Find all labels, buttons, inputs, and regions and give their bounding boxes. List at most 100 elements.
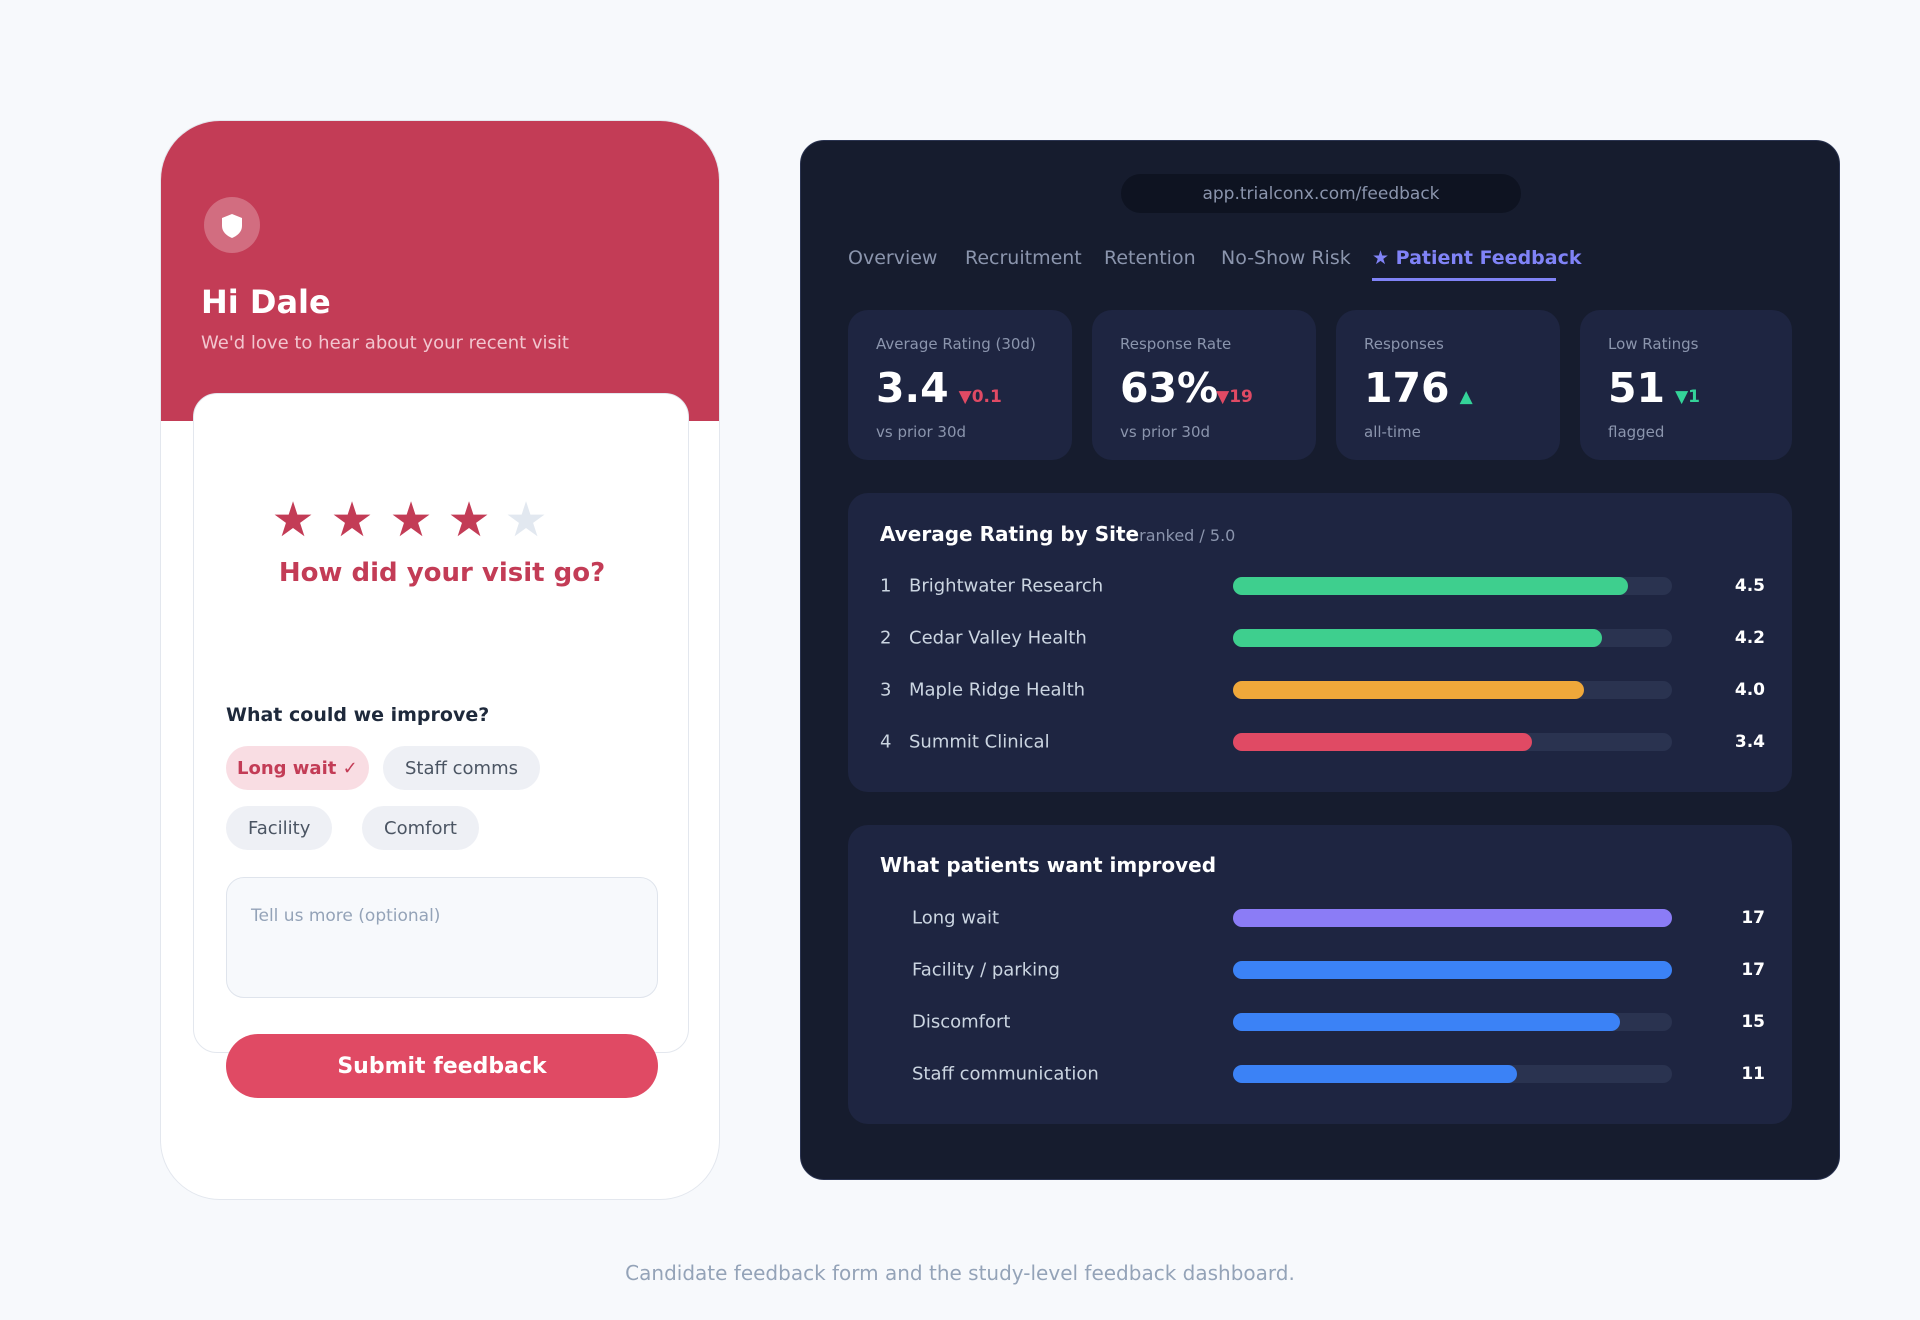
row-name: Long wait xyxy=(912,907,1000,929)
bar-track xyxy=(1233,629,1672,647)
row-name: Discomfort xyxy=(912,1011,1011,1033)
row-name: Maple Ridge Health xyxy=(909,679,1086,701)
bar xyxy=(1233,961,1672,979)
tab[interactable]: Overview xyxy=(848,247,938,269)
bar xyxy=(1233,629,1602,647)
bar xyxy=(1233,909,1672,927)
shield xyxy=(222,214,242,238)
bar-track xyxy=(1233,961,1672,979)
submit-button[interactable]: Submit feedback xyxy=(226,1034,658,1098)
chip[interactable]: Staff comms xyxy=(383,746,540,790)
rank: 4 xyxy=(880,731,892,753)
kpi-value: 3.4 xyxy=(876,364,949,412)
kpi-note: flagged xyxy=(1608,423,1665,441)
kpi-delta: ▼0.1 xyxy=(958,387,1002,407)
bar xyxy=(1233,1013,1621,1031)
kpi-delta: ▲ xyxy=(1459,387,1473,407)
kpi-row: 51 ▼1 xyxy=(1608,364,1700,412)
bar-track xyxy=(1233,733,1672,751)
kpi-note: all-time xyxy=(1364,423,1421,441)
dashboard: app.trialconx.com/feedback Average Ratin… xyxy=(800,140,1840,1180)
site-card: Average Rating by Site ranked / 5.0 1 Brigh… xyxy=(848,493,1792,792)
row-value: 3.4 xyxy=(1734,732,1765,752)
tab[interactable]: Recruitment xyxy=(965,247,1082,269)
chip[interactable]: Comfort xyxy=(362,806,479,850)
bar-track xyxy=(1233,681,1672,699)
kpi-value: 63% xyxy=(1120,364,1219,412)
improve-title: What could we improve? xyxy=(226,704,490,726)
url-bar: app.trialconx.com/feedback xyxy=(1121,174,1521,213)
star[interactable]: ★ xyxy=(389,494,432,548)
bar-track xyxy=(1233,909,1672,927)
star[interactable]: ★ xyxy=(504,494,547,548)
row-name: Facility / parking xyxy=(912,959,1060,981)
bar-track xyxy=(1233,1013,1672,1031)
kpi-row: 63% ▼19 xyxy=(1120,364,1253,412)
kpi-row: 3.4 ▼0.1 xyxy=(876,364,1002,412)
bar xyxy=(1233,577,1629,595)
row-value: 4.2 xyxy=(1734,628,1765,648)
rank: 1 xyxy=(880,575,892,597)
card-subtitle: ranked / 5.0 xyxy=(1139,526,1236,545)
row-value: 17 xyxy=(1741,908,1765,928)
chip[interactable]: Facility xyxy=(226,806,333,850)
row-name: Brightwater Research xyxy=(909,575,1104,597)
kpi-card: Average Rating (30d) 3.4 ▼0.1 vs prior 30d xyxy=(848,310,1072,460)
kpi-delta: ▼1 xyxy=(1675,387,1700,407)
kpi-label: Responses xyxy=(1364,335,1444,353)
star[interactable]: ★ xyxy=(447,494,490,548)
tab[interactable]: ★ Patient Feedback xyxy=(1372,247,1582,269)
row-value: 4.0 xyxy=(1734,680,1765,700)
bar xyxy=(1233,733,1532,751)
bar-track xyxy=(1233,1065,1672,1083)
row-name: Cedar Valley Health xyxy=(909,627,1087,649)
row-value: 17 xyxy=(1741,960,1765,980)
card-title: Average Rating by Site xyxy=(880,522,1140,546)
kpi-card: Responses 176 ▲ all-time xyxy=(1336,310,1560,460)
tab-underline xyxy=(1372,278,1556,281)
row-value: 4.5 xyxy=(1734,576,1765,596)
kpi-label: Response Rate xyxy=(1120,335,1232,353)
kpi-label: Average Rating (30d) xyxy=(876,335,1036,353)
kpi-delta: ▼19 xyxy=(1216,387,1253,407)
phone: Hi Dale We'd love to hear about your rec… xyxy=(160,120,720,1200)
improve-card: What patients want improved Long wait 17 Fa… xyxy=(848,825,1792,1124)
star[interactable]: ★ xyxy=(330,494,373,548)
row-value: 15 xyxy=(1741,1012,1765,1032)
question: How did your visit go? xyxy=(278,558,606,588)
caption: Candidate feedback form and the study-le… xyxy=(625,1261,1295,1285)
kpi-value: 176 xyxy=(1364,364,1450,412)
kpi-row: 176 ▲ xyxy=(1364,364,1473,412)
kpi-label: Low Ratings xyxy=(1608,335,1699,353)
greeting: Hi Dale xyxy=(201,283,331,321)
card-title: What patients want improved xyxy=(880,853,1217,877)
bar xyxy=(1233,1065,1518,1083)
form-card: How did your visit go? ★ ★ ★ ★ ★ What co… xyxy=(193,393,689,1098)
kpi-card: Response Rate 63% ▼19 vs prior 30d xyxy=(1092,310,1316,460)
star[interactable]: ★ xyxy=(271,494,314,548)
row-name: Summit Clinical xyxy=(909,731,1050,753)
phone-header xyxy=(161,121,719,421)
rank: 2 xyxy=(880,627,892,649)
kpi-value: 51 xyxy=(1608,364,1666,412)
tab[interactable]: No-Show Risk xyxy=(1221,247,1351,269)
kpi-note: vs prior 30d xyxy=(876,423,967,441)
tab[interactable]: Retention xyxy=(1104,247,1196,269)
shield-icon xyxy=(204,197,260,253)
kpi-note: vs prior 30d xyxy=(1120,423,1211,441)
placeholder: Tell us more (optional) xyxy=(251,906,441,926)
card-title-row: Average Rating by Site ranked / 5.0 xyxy=(880,522,1235,546)
textarea[interactable]: Tell us more (optional) xyxy=(226,877,658,998)
bar xyxy=(1233,681,1585,699)
chip[interactable]: Long wait ✓ xyxy=(226,746,369,790)
subtitle: We'd love to hear about your recent visi… xyxy=(201,332,569,354)
stars[interactable]: ★ ★ ★ ★ ★ xyxy=(264,494,584,550)
row-value: 11 xyxy=(1741,1064,1765,1084)
row-name: Staff communication xyxy=(912,1063,1099,1085)
shield-svg xyxy=(222,214,242,238)
kpi-card: Low Ratings 51 ▼1 flagged xyxy=(1580,310,1792,460)
bar-track xyxy=(1233,577,1672,595)
rank: 3 xyxy=(880,679,892,701)
